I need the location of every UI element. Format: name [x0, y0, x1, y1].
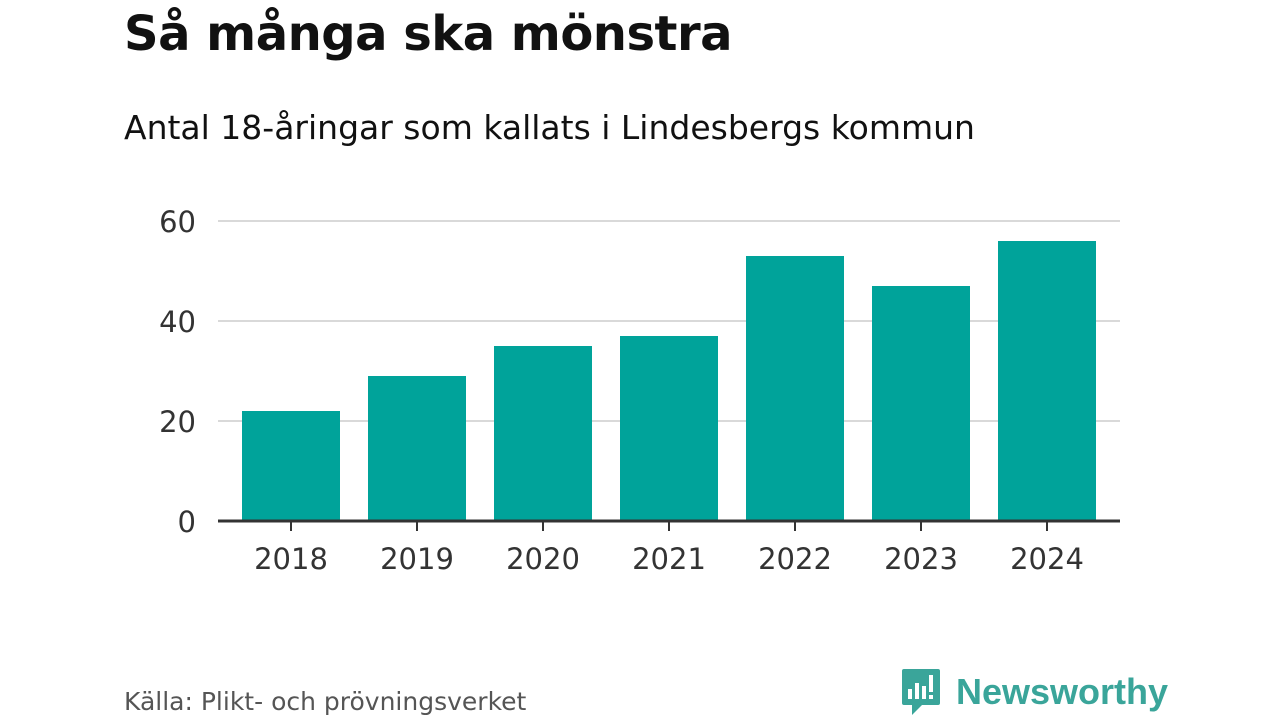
bar-chart: 0 20 40 60 2018 2019 2020 2021 2022 2023 2024 — [159, 205, 1120, 576]
x-tick-label: 2024 — [1010, 542, 1084, 576]
x-tick-label: 2021 — [632, 542, 706, 576]
bar-chart-speech-bubble-icon — [902, 669, 940, 715]
bar-2018 — [242, 411, 340, 521]
bar-2021 — [620, 336, 718, 521]
bar-2019 — [368, 376, 466, 521]
y-tick-label: 60 — [159, 205, 196, 239]
bar-2020 — [494, 346, 592, 521]
brand-logo: Newsworthy — [900, 668, 1168, 716]
y-tick-label: 0 — [178, 505, 196, 539]
x-tick-label: 2023 — [884, 542, 958, 576]
chart-subtitle: Antal 18-åringar som kallats i Lindesber… — [124, 108, 975, 147]
y-tick-label: 40 — [159, 305, 196, 339]
bar-2023 — [872, 286, 970, 521]
y-tick-label: 20 — [159, 405, 196, 439]
x-tick-label: 2019 — [380, 542, 454, 576]
x-tick-label: 2020 — [506, 542, 580, 576]
source-note: Källa: Plikt- och prövningsverket — [124, 687, 527, 716]
bar-2024 — [998, 241, 1096, 521]
bar-2022 — [746, 256, 844, 521]
x-tick-label: 2022 — [758, 542, 832, 576]
chart-title: Så många ska mönstra — [124, 6, 733, 62]
x-tick-label: 2018 — [254, 542, 328, 576]
brand-name: Newsworthy — [956, 671, 1169, 712]
